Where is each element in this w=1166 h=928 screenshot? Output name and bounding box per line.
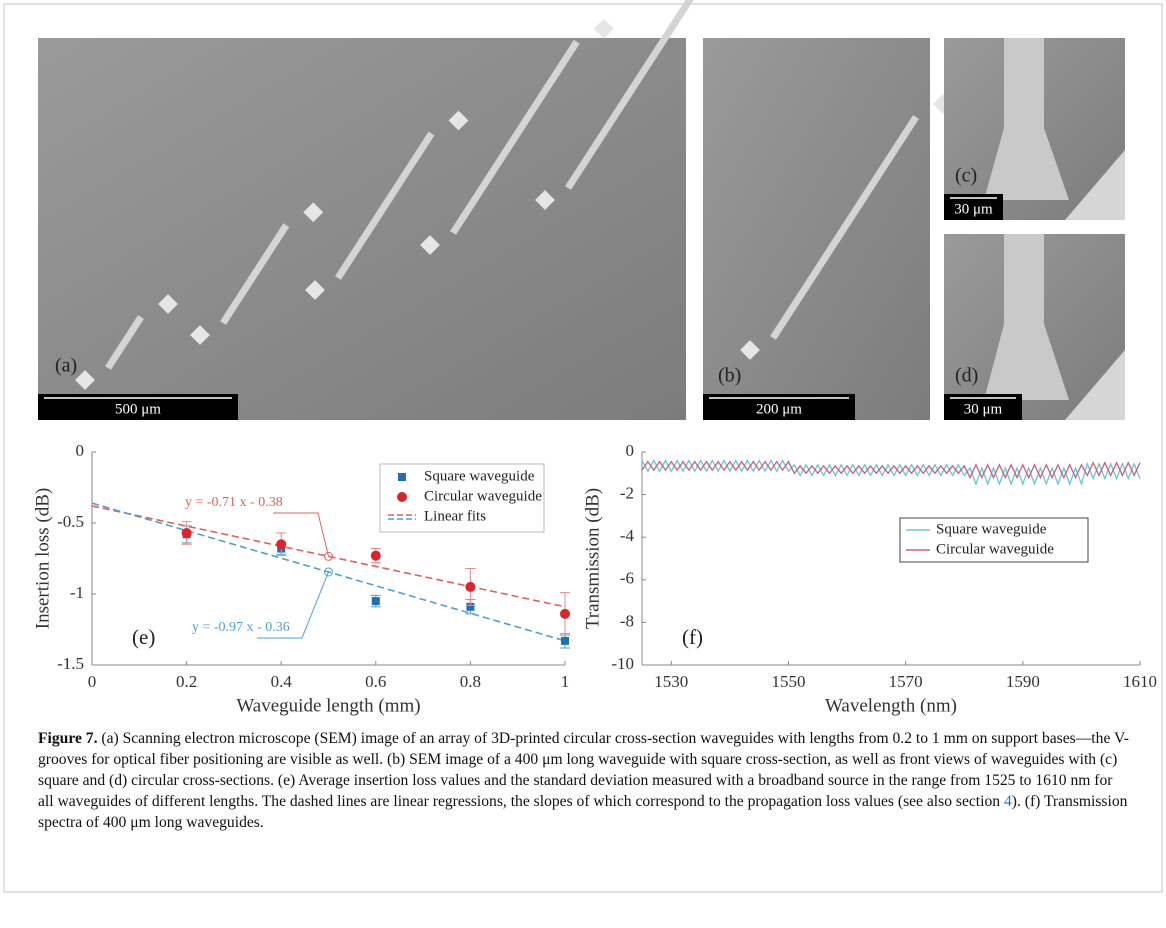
legend-label: Circular waveguide: [936, 541, 1054, 557]
sem-background: [38, 38, 686, 420]
y-tick-label: -1.5: [57, 654, 84, 673]
panel-label: (b): [718, 365, 741, 387]
charts: 0 0.2 0.4 0.6 0.8 1 0 -0.5 -1 -1.5 Waveguide lengt…: [32, 441, 1157, 716]
x-tick-label: 1550: [771, 672, 805, 691]
scale-bar-label: 30 μm: [954, 201, 993, 217]
x-tick-label: 1570: [889, 672, 923, 691]
y-tick-label: 0: [626, 441, 635, 460]
sem-image: (a) 500 μm: [38, 0, 759, 420]
panel-label: (e): [132, 625, 155, 649]
caption: Figure 7. (a) Scanning electron microsco…: [38, 728, 1130, 833]
legend-marker: [397, 492, 407, 502]
panel-label: (c): [955, 165, 977, 187]
sem-image: (c) 30 μm: [944, 38, 1125, 220]
x-tick-label: 0: [88, 672, 97, 691]
y-tick-label: 0: [76, 441, 85, 460]
y-tick-label: -0.5: [57, 512, 84, 531]
legend-marker: [398, 473, 406, 481]
y-tick-label: -10: [611, 654, 634, 673]
data-point: [276, 539, 286, 549]
y-tick-label: -8: [620, 611, 634, 630]
caption-label: Figure 7.: [38, 730, 97, 747]
sem-images: (a) 500 μm (b) 200 μm (c) 30 μm (d) 30 μm: [38, 0, 1125, 420]
scale-bar-label: 30 μm: [964, 401, 1003, 417]
x-axis-title: Wavelength (nm): [825, 695, 957, 716]
x-tick-label: 1: [561, 672, 570, 691]
y-tick-label: -4: [620, 526, 635, 545]
chart: 0 0.2 0.4 0.6 0.8 1 0 -0.5 -1 -1.5 Waveguide lengt…: [32, 441, 570, 716]
figure-page: (a)500 μm(b)200 μm(c)30 μm(d)30 μm 00.20…: [0, 0, 1166, 928]
y-tick-label: -6: [620, 569, 634, 588]
fit-label: y = -0.97 x - 0.36: [192, 620, 290, 635]
sem-image: (b) 200 μm: [703, 38, 953, 420]
v-groove: [594, 19, 614, 39]
caption-text: (a) Scanning electron microscope (SEM) i…: [38, 730, 1129, 810]
x-tick-label: 0.8: [460, 672, 481, 691]
scale-bar-label: 200 μm: [756, 401, 802, 417]
legend-label: Linear fits: [424, 508, 486, 524]
panel-label: (f): [682, 625, 703, 649]
section-link[interactable]: 4: [1004, 793, 1012, 810]
x-tick-label: 0.4: [271, 672, 293, 691]
y-tick-label: -1: [70, 583, 84, 602]
legend-label: Square waveguide: [424, 468, 535, 484]
sem-image: (d) 30 μm: [944, 234, 1125, 420]
x-tick-label: 0.2: [176, 672, 197, 691]
panel-label: (a): [55, 355, 77, 377]
chart: 1530 1550 1570 1590 1610 0 -2 -4 -6 -8 -10 Waveleng…: [582, 441, 1157, 716]
data-point: [371, 551, 381, 561]
x-tick-label: 1590: [1006, 672, 1040, 691]
data-point: [561, 637, 569, 645]
sem-background: [703, 38, 930, 420]
data-point: [182, 528, 192, 538]
x-tick-label: 1610: [1123, 672, 1157, 691]
y-tick-label: -2: [620, 484, 634, 503]
panel-label: (d): [955, 365, 978, 387]
legend-label: Circular waveguide: [424, 488, 542, 504]
scale-bar-label: 500 μm: [115, 401, 161, 417]
data-point: [560, 609, 570, 619]
x-tick-label: 1530: [654, 672, 688, 691]
data-point: [372, 597, 380, 605]
fit-label: y = -0.71 x - 0.38: [185, 495, 283, 510]
legend-label: Square waveguide: [936, 521, 1047, 537]
y-axis-title: Transmission (dB): [582, 488, 603, 629]
y-axis-title: Insertion loss (dB): [32, 488, 53, 629]
data-point: [465, 582, 475, 592]
x-tick-label: 0.6: [365, 672, 386, 691]
x-axis-title: Waveguide length (mm): [236, 695, 420, 716]
